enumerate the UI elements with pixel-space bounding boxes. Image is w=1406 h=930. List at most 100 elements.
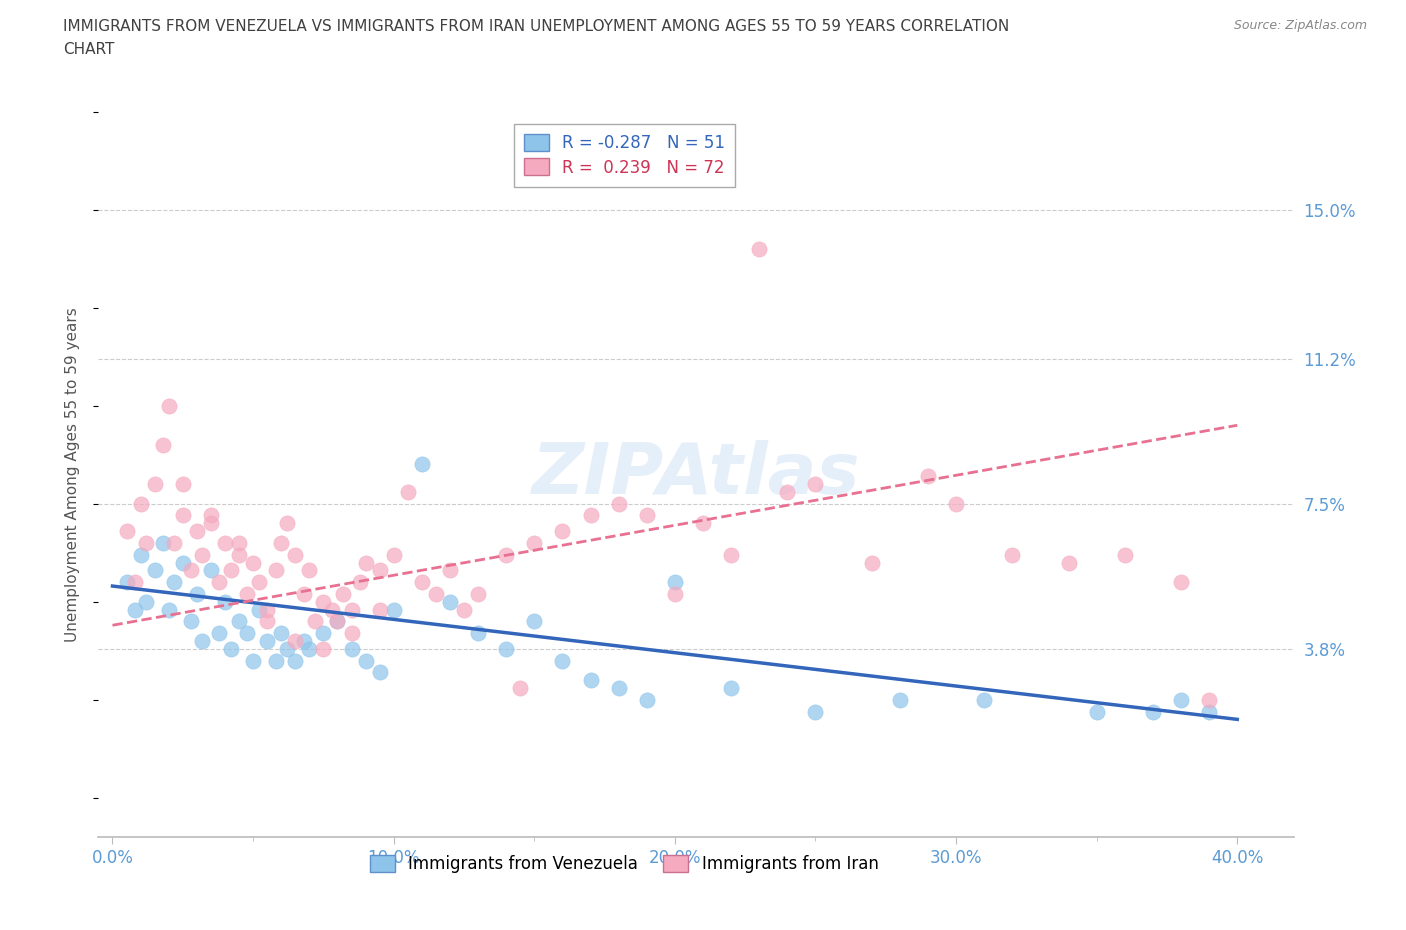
Point [312,626,335,641]
Point [945,497,967,512]
Point [1114,547,1136,562]
Text: ZIPAtlas: ZIPAtlas [531,440,860,509]
Point [228,614,250,629]
Point [157,398,180,413]
Point [236,626,259,641]
Point [208,575,231,590]
Y-axis label: Unemployment Among Ages 55 to 59 years: Unemployment Among Ages 55 to 59 years [65,307,80,642]
Point [326,614,349,629]
Point [368,602,391,617]
Point [143,477,166,492]
Point [439,594,461,609]
Point [115,524,138,538]
Point [860,555,883,570]
Point [551,524,574,538]
Point [180,563,202,578]
Point [242,653,264,668]
Point [219,563,242,578]
Point [1085,704,1108,719]
Point [1198,692,1220,707]
Point [172,477,194,492]
Point [200,508,222,523]
Point [284,653,307,668]
Point [354,555,377,570]
Text: IMMIGRANTS FROM VENEZUELA VS IMMIGRANTS FROM IRAN UNEMPLOYMENT AMONG AGES 55 TO : IMMIGRANTS FROM VENEZUELA VS IMMIGRANTS … [63,19,1010,33]
Point [340,626,363,641]
Point [124,602,146,617]
Point [439,563,461,578]
Point [636,692,658,707]
Point [256,602,278,617]
Point [340,642,363,657]
Point [208,626,231,641]
Point [340,602,363,617]
Point [270,626,292,641]
Point [804,704,827,719]
Point [692,516,714,531]
Point [411,575,433,590]
Point [264,653,287,668]
Text: Source: ZipAtlas.com: Source: ZipAtlas.com [1233,19,1367,32]
Point [382,602,405,617]
Point [804,477,827,492]
Point [298,642,321,657]
Point [332,587,354,602]
Legend: Immigrants from Venezuela, Immigrants from Iran: Immigrants from Venezuela, Immigrants fr… [363,848,886,880]
Point [276,642,298,657]
Point [180,614,202,629]
Point [276,516,298,531]
Point [551,653,574,668]
Point [368,665,391,680]
Text: CHART: CHART [63,42,115,57]
Point [200,563,222,578]
Point [312,642,335,657]
Point [889,692,911,707]
Point [115,575,138,590]
Point [135,536,157,551]
Point [425,587,447,602]
Point [124,575,146,590]
Point [453,602,475,617]
Point [607,681,630,696]
Point [1170,692,1192,707]
Point [191,633,214,648]
Point [129,547,152,562]
Point [368,563,391,578]
Point [157,602,180,617]
Point [312,594,335,609]
Point [264,563,287,578]
Point [163,575,186,590]
Point [523,536,546,551]
Point [284,633,307,648]
Point [636,508,658,523]
Point [1170,575,1192,590]
Point [214,594,236,609]
Point [523,614,546,629]
Point [186,587,208,602]
Point [292,587,315,602]
Point [326,614,349,629]
Point [256,614,278,629]
Point [720,681,742,696]
Point [467,587,489,602]
Point [579,672,602,687]
Point [135,594,157,609]
Point [349,575,371,590]
Point [1142,704,1164,719]
Point [1001,547,1024,562]
Point [495,547,517,562]
Point [191,547,214,562]
Point [152,437,174,452]
Point [129,497,152,512]
Point [917,469,939,484]
Point [748,242,770,257]
Point [152,536,174,551]
Point [292,633,315,648]
Point [776,485,799,499]
Point [607,497,630,512]
Point [973,692,995,707]
Point [143,563,166,578]
Point [163,536,186,551]
Point [579,508,602,523]
Point [270,536,292,551]
